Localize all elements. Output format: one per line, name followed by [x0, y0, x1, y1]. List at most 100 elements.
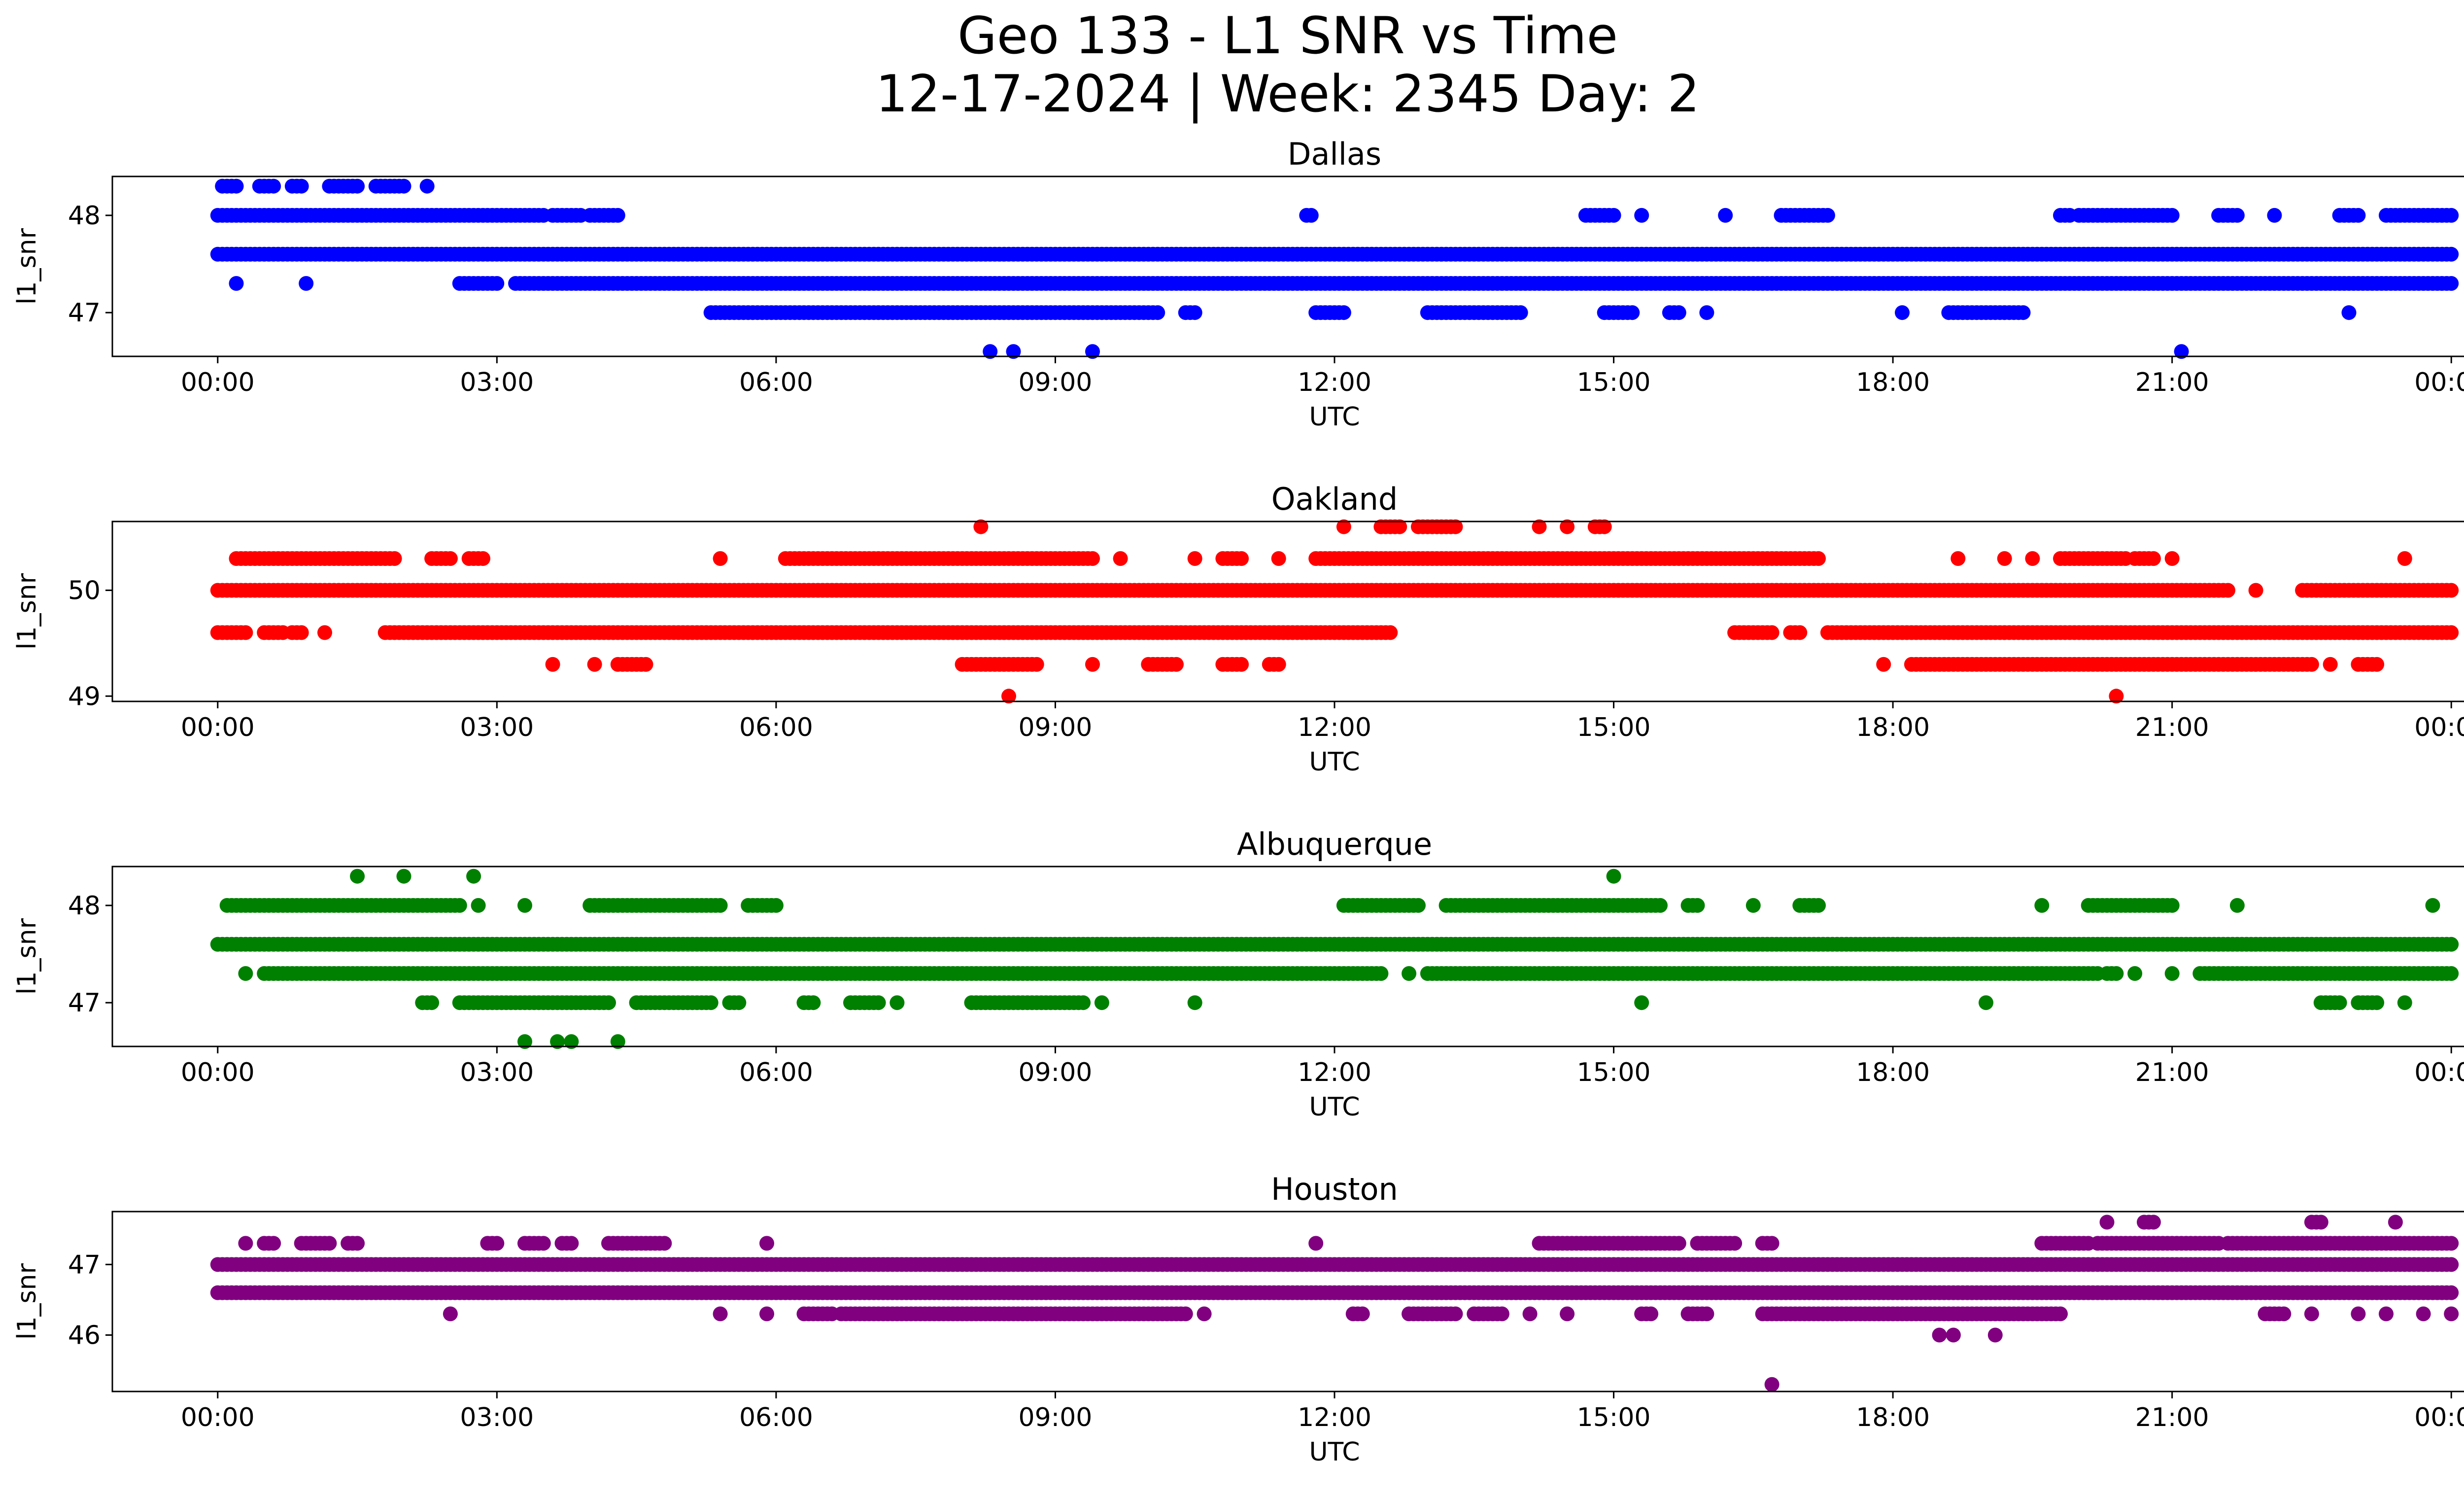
data-point: [657, 1236, 672, 1251]
y-tick-label: 50: [68, 576, 101, 606]
data-point: [238, 966, 253, 981]
data-point: [1029, 657, 1044, 672]
y-axis-label: l1_snr: [12, 918, 42, 995]
data-point: [2397, 551, 2412, 566]
data-point: [2369, 995, 2385, 1010]
data-point: [1634, 208, 1649, 223]
data-point: [731, 995, 747, 1010]
data-point: [1271, 551, 1286, 566]
x-axis-label: UTC: [1309, 1092, 1360, 1122]
x-axis-label: UTC: [1309, 747, 1360, 777]
data-point: [466, 869, 481, 884]
data-point: [768, 898, 784, 913]
data-point: [489, 1236, 505, 1251]
x-tick-label: 06:00: [739, 368, 813, 397]
data-point: [1876, 657, 1891, 672]
y-tick-label: 48: [68, 891, 101, 921]
data-point: [703, 995, 719, 1010]
axes-frame: [111, 175, 2464, 357]
data-point: [2444, 246, 2459, 262]
data-point: [1094, 995, 1109, 1010]
figure-title-line-1: Geo 133 - L1 SNR vs Time: [957, 6, 1618, 66]
data-point: [1234, 657, 1249, 672]
x-tick-label: 12:00: [1298, 1058, 1371, 1087]
data-point: [1811, 898, 1826, 913]
data-point: [545, 657, 560, 672]
data-point: [1308, 1236, 1324, 1251]
data-point: [1513, 305, 1528, 320]
data-point: [759, 1236, 774, 1251]
data-point: [1383, 625, 1398, 640]
data-point: [489, 276, 505, 291]
data-point: [2025, 551, 2040, 566]
x-tick-label: 21:00: [2135, 368, 2209, 397]
data-point: [322, 1236, 337, 1251]
data-point: [564, 1236, 579, 1251]
data-point: [1745, 898, 1761, 913]
data-point: [713, 551, 728, 566]
data-point: [2146, 551, 2161, 566]
data-point: [1634, 995, 1649, 1010]
data-point: [2304, 657, 2319, 672]
x-tick-label: 21:00: [2135, 1058, 2209, 1087]
data-point: [387, 551, 402, 566]
panel-title: Houston: [1271, 1171, 1398, 1207]
data-point: [2444, 1285, 2459, 1300]
data-point: [350, 178, 365, 194]
data-point: [536, 1236, 551, 1251]
data-point: [266, 1236, 281, 1251]
data-point: [2127, 966, 2143, 981]
data-point: [443, 1306, 458, 1321]
data-point: [1951, 551, 1966, 566]
x-tick-label: 03:00: [460, 1058, 534, 1087]
x-tick-label: 00:00: [181, 1058, 255, 1087]
panel-title: Albuquerque: [1237, 826, 1432, 862]
data-point: [350, 869, 365, 884]
data-point: [1820, 208, 1835, 223]
x-tick-label: 00:00: [2414, 368, 2464, 397]
data-point: [1718, 208, 1733, 223]
data-point: [2444, 1236, 2459, 1251]
data-point: [2164, 898, 2180, 913]
data-point: [2109, 966, 2124, 981]
x-tick-label: 21:00: [2135, 713, 2209, 742]
data-point: [587, 657, 602, 672]
data-point: [1076, 995, 1091, 1010]
data-point: [396, 869, 411, 884]
data-point: [229, 276, 244, 291]
data-point: [2444, 208, 2459, 223]
x-tick-label: 09:00: [1019, 713, 1093, 742]
data-point: [350, 1236, 365, 1251]
axes-frame: [111, 866, 2464, 1047]
x-tick-label: 12:00: [1298, 368, 1371, 397]
x-tick-label: 00:00: [181, 368, 255, 397]
data-point: [471, 898, 486, 913]
panel-title: Oakland: [1271, 481, 1398, 517]
x-axis-label: UTC: [1309, 402, 1360, 432]
data-point: [424, 995, 440, 1010]
figure-title: Geo 133 - L1 SNR vs Time 12-17-2024 | We…: [0, 7, 2464, 123]
figure-title-line-2: 12-17-2024 | Week: 2345 Day: 2: [875, 65, 1700, 124]
data-point: [890, 995, 905, 1010]
x-tick-label: 03:00: [460, 368, 534, 397]
x-tick-label: 18:00: [1856, 1058, 1930, 1087]
data-point: [638, 657, 653, 672]
y-tick-label: 47: [68, 988, 101, 1018]
x-tick-label: 18:00: [1856, 368, 1930, 397]
data-point: [1699, 305, 1714, 320]
data-point: [1764, 1236, 1780, 1251]
data-point: [2221, 583, 2235, 598]
data-point: [419, 178, 435, 194]
y-axis-label: l1_snr: [12, 573, 42, 650]
data-point: [317, 625, 332, 640]
data-point: [1606, 869, 1621, 884]
y-axis-label: l1_snr: [12, 228, 42, 305]
data-point: [601, 995, 616, 1010]
y-tick-label: 47: [68, 298, 101, 328]
data-point: [1997, 551, 2012, 566]
data-point: [2444, 583, 2459, 598]
data-point: [1606, 208, 1621, 223]
